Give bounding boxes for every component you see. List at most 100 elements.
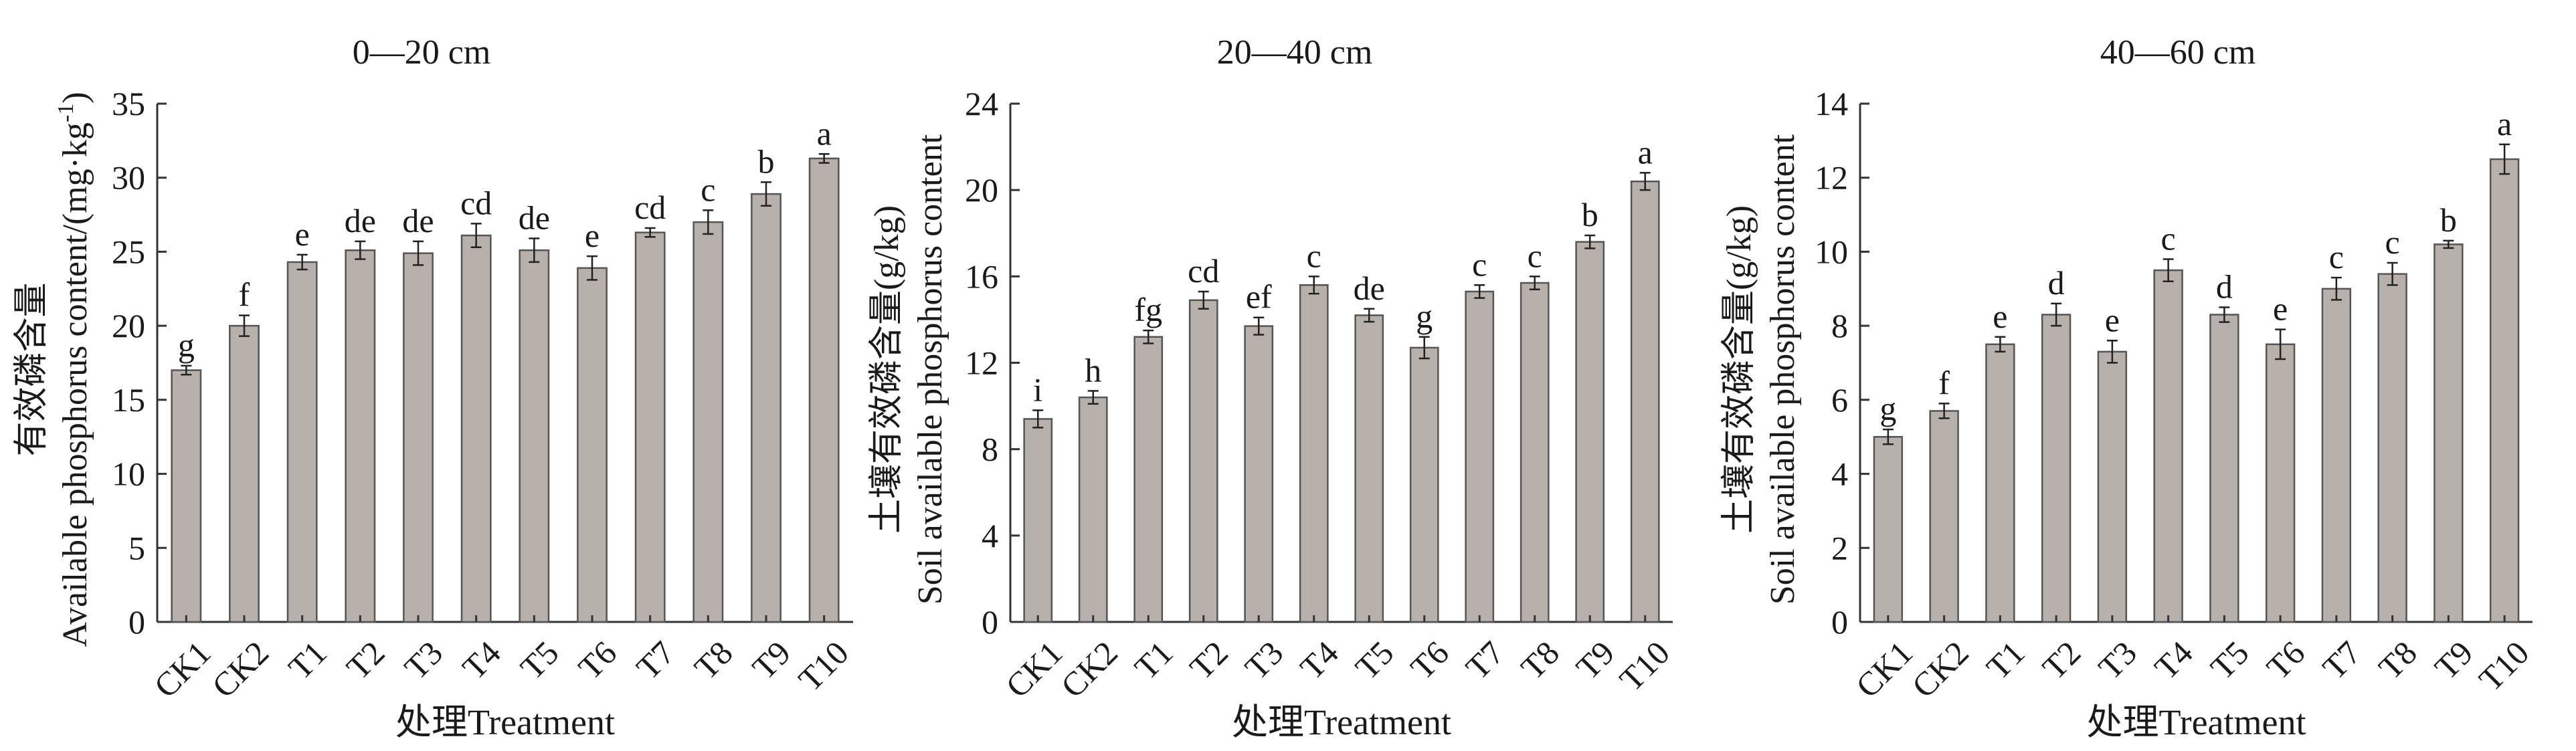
x-tick-label: CK1 [998,634,1069,705]
y-tick-label: 4 [982,517,998,554]
significance-letter: cd [460,184,492,221]
bar [1354,314,1384,623]
significance-letter: cd [634,189,666,226]
x-tick-label: T5 [513,634,566,687]
error-bar [644,227,656,238]
error-bar [1938,403,1950,419]
bar [808,157,840,623]
error-bar [1143,329,1154,344]
x-tick-label: T8 [2371,634,2424,687]
bar [1299,284,1329,623]
bar [2433,243,2464,623]
significance-letter: a [2497,105,2512,142]
x-tick-label: T8 [1513,634,1566,687]
y-axis-label-cn: 土壤有效磷含量(g/kg) [868,205,906,534]
y-axis-label-en: Soil available phosphorus content [911,134,949,605]
bar [634,231,666,623]
error-bar [181,364,192,376]
significance-letter: b [1582,196,1598,233]
error-bar [1882,428,1894,445]
significance-letter: c [2161,220,2176,257]
y-tick-label: 12 [965,344,998,382]
x-tick-label: T4 [455,634,508,687]
error-bar [587,255,597,281]
bar [1929,410,1959,623]
bar [2209,314,2239,623]
x-tick-label: T5 [1348,634,1401,687]
chart-title: 20—40 cm [1217,33,1373,72]
chart-panel-1: 0—20 cm 0 5 10 15 20 25 30 35 g CK1 f CK2 e T1 de T2 de T3… [13,33,856,742]
bar [751,193,781,623]
x-tick-label: T10 [1612,634,1677,699]
significance-letter: d [2216,267,2233,305]
error-bar [355,240,366,260]
x-tick-label: T9 [2427,634,2480,687]
y-tick-label: 4 [1831,455,1848,493]
x-tick-label: T9 [1569,634,1622,687]
x-tick-label: T2 [339,634,392,687]
x-tick-label: CK1 [147,634,217,705]
significance-letter: a [1638,133,1653,171]
y-tick-label: 2 [1831,529,1848,566]
x-tick-label: CK2 [205,634,276,705]
x-tick-label: T8 [687,634,740,687]
x-tick-label: T6 [2259,634,2312,687]
bar [2377,273,2407,623]
error-bar [413,240,424,266]
bar [345,249,376,623]
bar [1520,282,1550,623]
significance-letter: cd [1188,252,1219,290]
bar [1078,396,1108,623]
x-tick-label: T6 [571,634,624,687]
y-axis-label-en-main: Soil available phosphorus content [911,134,949,605]
significance-letter: ef [1246,278,1272,316]
significance-letter: fg [1134,291,1162,328]
error-bar [2219,306,2230,323]
y-tick-label: 6 [1831,381,1848,419]
x-tick-label: T7 [629,634,682,687]
x-tick-label: T10 [2472,634,2537,699]
error-bar [2387,261,2398,286]
significance-letter: de [402,202,434,239]
error-bar [2051,302,2062,327]
y-tick-label: 20 [112,307,145,344]
bar [1133,336,1164,623]
error-bar [1474,284,1485,299]
y-tick-label: 30 [112,159,145,197]
significance-letter: e [2105,301,2120,338]
x-tick-label: T9 [745,634,798,687]
significance-letter: g [1416,298,1433,335]
bar [229,324,260,623]
error-bar [1198,290,1209,310]
significance-letter: c [2385,223,2400,261]
error-bar [239,314,250,337]
x-tick-label: T7 [1459,634,1511,687]
y-axis-label-en-sup: -1 [54,104,78,122]
y-axis-label-en: Available phosphorus content/(mg·kg-1) [54,92,94,647]
y-tick-label: 16 [965,257,998,295]
error-bar [2499,143,2510,175]
y-axis-label-en-main: Available phosphorus content/(mg·kg [56,122,94,647]
x-tick-label: T7 [2315,634,2368,687]
x-tick-label: CK2 [1904,634,1975,705]
x-tick-label: CK1 [1849,634,1920,705]
significance-letter: a [817,114,832,152]
significance-letter: f [1938,364,1950,401]
significance-letter: de [1354,270,1385,307]
error-bar [1418,336,1430,360]
y-tick-label: 0 [128,603,145,641]
x-tick-label: T3 [2091,634,2144,687]
bar [1575,241,1605,623]
y-tick-label: 8 [982,431,998,468]
error-bar [1032,409,1044,429]
bar [1023,418,1053,623]
y-tick-label: 10 [112,455,145,493]
significance-letter: c [2329,238,2344,276]
y-tick-label: 10 [1815,233,1848,270]
significance-letter: e [2273,290,2288,328]
y-tick-label: 0 [982,603,998,641]
y-axis-label-en: Soil available phosphorus content [1764,134,1802,605]
bar [693,221,724,623]
x-tick-label: T1 [1127,634,1180,687]
error-bar [2163,258,2174,282]
